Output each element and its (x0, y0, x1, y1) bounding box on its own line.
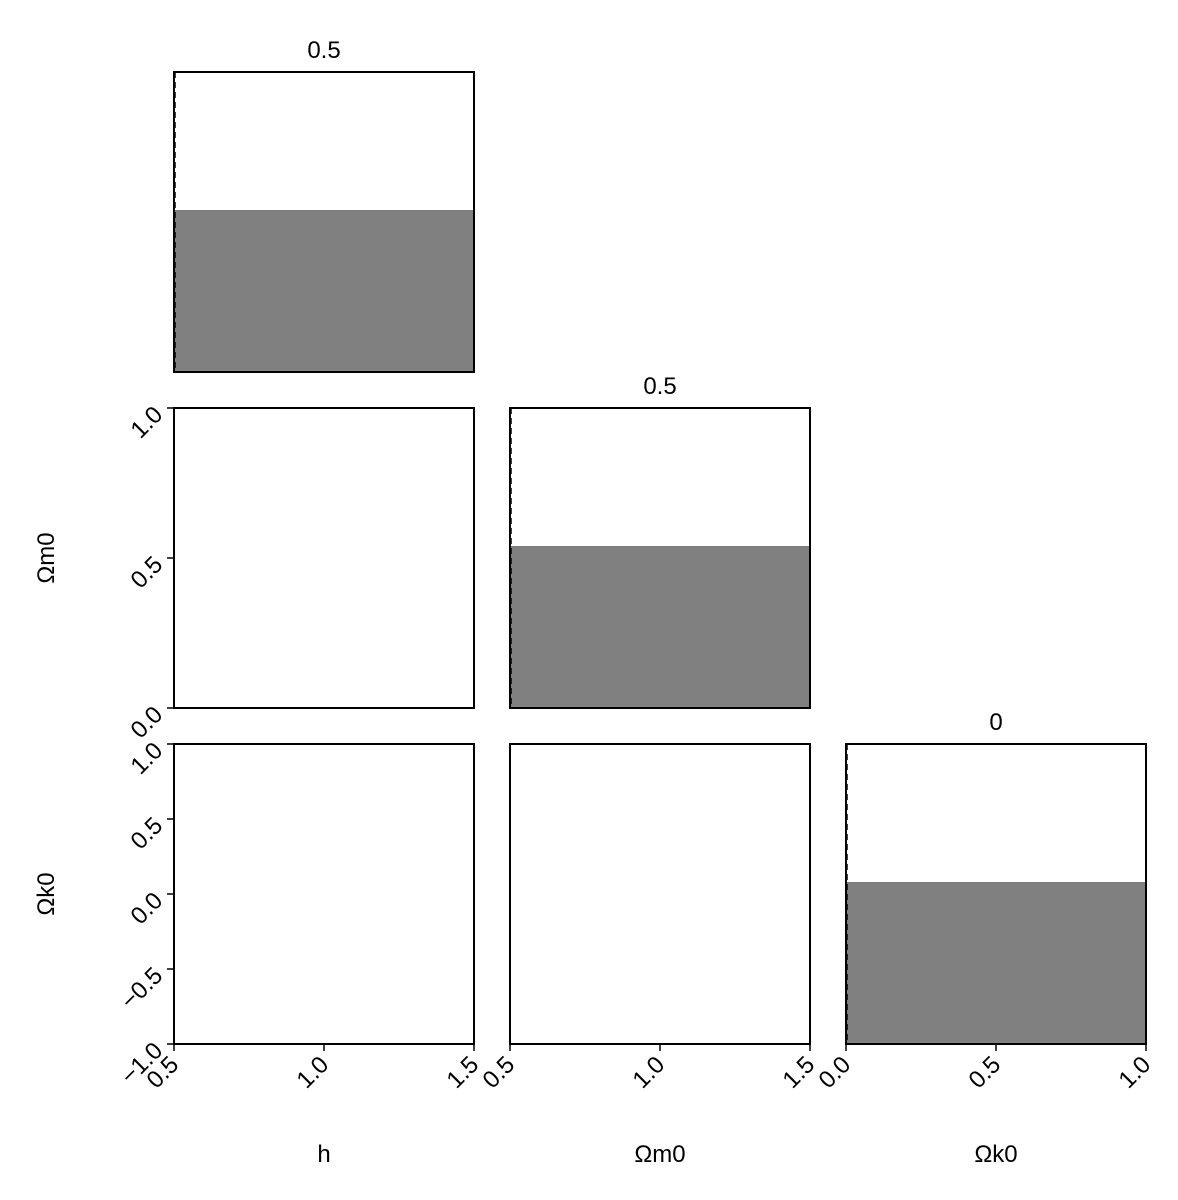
x-tick-label-c0-2: 1.5 (442, 1051, 485, 1094)
panel-r1-c1-frame (509, 407, 811, 709)
x-tick-label-c0-1: 1.0 (292, 1051, 335, 1094)
x-tick-label-c1-2: 1.5 (778, 1051, 821, 1094)
diagonal-title-0: 0.5 (307, 37, 340, 64)
panel-r0-c0-frame (173, 71, 475, 373)
y-tick-label-r1-1: 0.5 (126, 551, 169, 594)
y-tick-label-r2-1: −0.5 (116, 962, 169, 1015)
y-tick-label-r1-0: 0.0 (126, 701, 169, 744)
panel-r1-c0-frame (173, 407, 475, 709)
y-tick-label-r2-2: 0.0 (126, 887, 169, 930)
x-axis-label-2: Ωk0 (974, 1141, 1017, 1168)
y-axis-label-1: Ωm0 (33, 532, 60, 583)
panel-r2-c0-frame (173, 743, 475, 1045)
x-axis-label-1: Ωm0 (634, 1141, 685, 1168)
x-tick-label-c1-0: 0.5 (478, 1051, 521, 1094)
diagonal-title-2: 0 (989, 709, 1002, 736)
histogram-bar-2 (846, 882, 1146, 1044)
y-tick-label-r2-3: 0.5 (126, 812, 169, 855)
x-tick-label-c1-1: 1.0 (628, 1051, 671, 1094)
y-axis-label-2: Ωk0 (33, 872, 60, 915)
diagonal-title-1: 0.5 (643, 373, 676, 400)
x-tick-label-c2-2: 1.0 (1114, 1051, 1157, 1094)
y-tick-label-r2-4: 1.0 (126, 737, 169, 780)
x-axis-label-0: h (317, 1141, 330, 1168)
panel-r2-c1-frame (509, 743, 811, 1045)
y-tick-label-r1-2: 1.0 (126, 401, 169, 444)
histogram-bar-0 (174, 210, 474, 372)
histogram-bar-1 (510, 546, 810, 708)
x-tick-label-c2-0: 0.0 (814, 1051, 857, 1094)
x-tick-label-c2-1: 0.5 (964, 1051, 1007, 1094)
